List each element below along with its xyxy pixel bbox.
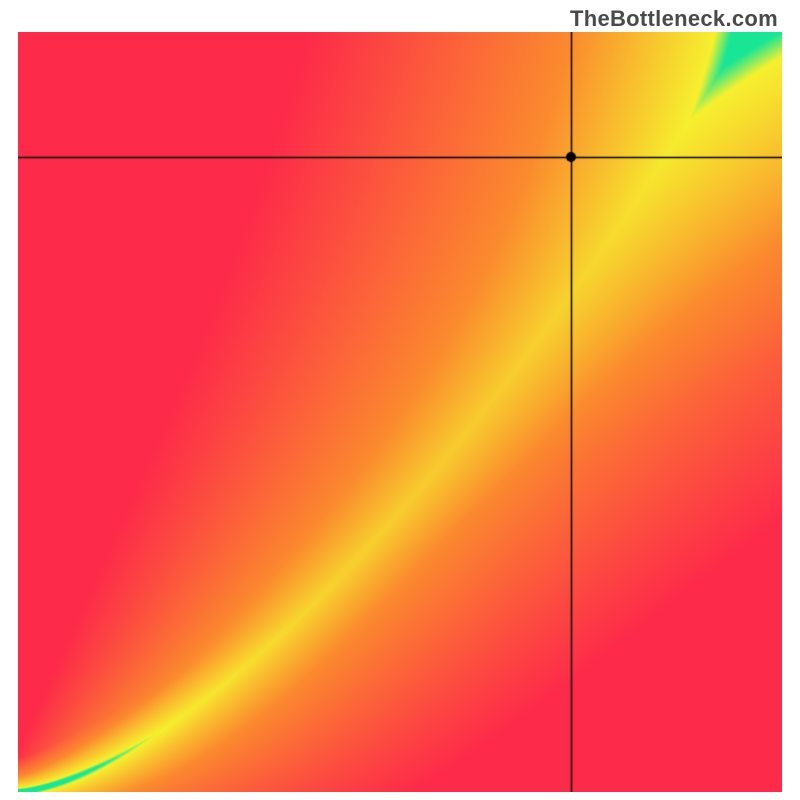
heatmap-canvas [18, 32, 782, 792]
heatmap-plot [18, 32, 782, 792]
watermark-text: TheBottleneck.com [570, 6, 778, 32]
